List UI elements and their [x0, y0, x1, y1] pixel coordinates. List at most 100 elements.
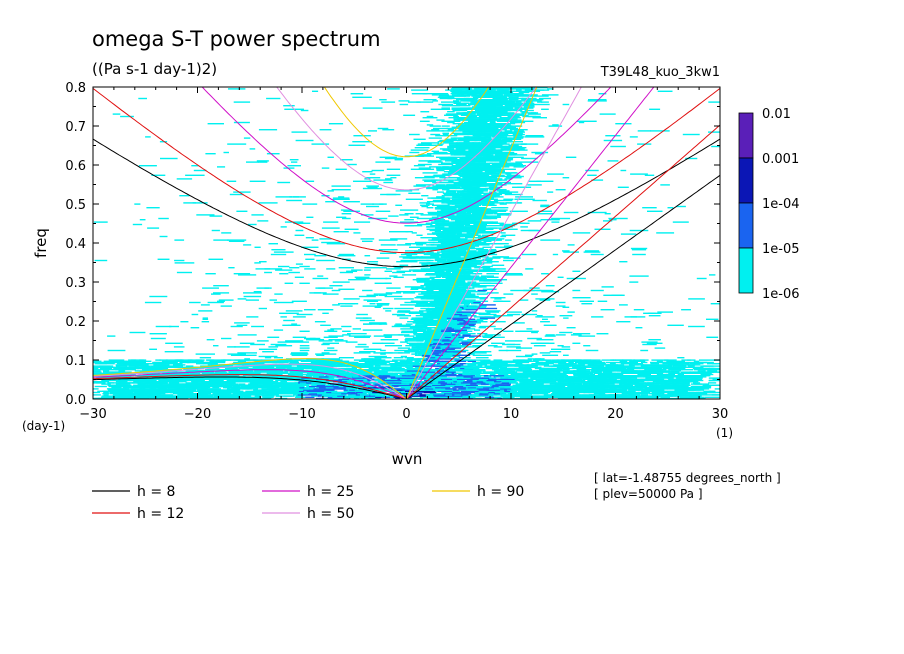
heat-cell [514, 393, 524, 395]
heat-cell [456, 153, 467, 155]
heat-cell [669, 385, 682, 388]
heat-cell [211, 397, 221, 399]
heat-cell [136, 364, 149, 366]
heat-cell [486, 261, 499, 263]
heat-cell [491, 222, 504, 224]
heat-cell [503, 226, 513, 228]
heat-cell [454, 283, 469, 286]
heat-cell [463, 183, 480, 185]
heat-cell [506, 174, 521, 176]
heat-cell [503, 259, 514, 262]
heat-cell [451, 353, 461, 355]
heat-cell [364, 395, 371, 397]
heat-cell [477, 321, 488, 323]
heat-cell [539, 352, 551, 354]
heat-cell [217, 383, 225, 385]
heat-cell [397, 324, 411, 326]
heat-cell [650, 363, 660, 365]
heat-cell [478, 216, 497, 218]
heat-cell [362, 240, 373, 242]
heat-cell [565, 156, 577, 158]
heat-cell [472, 397, 492, 399]
heat-cell [390, 385, 397, 388]
heat-cell [472, 222, 482, 224]
heat-cell [510, 172, 517, 174]
heat-cell [702, 365, 720, 367]
heat-cell [373, 372, 393, 374]
heat-cell [434, 258, 447, 260]
heat-cell [488, 186, 497, 188]
heat-cell [699, 367, 714, 370]
heat-cell [291, 373, 308, 376]
heat-cell [434, 259, 447, 262]
heat-cell [465, 198, 479, 200]
heat-cell [200, 387, 211, 389]
heat-cell [131, 359, 144, 361]
heat-cell [432, 185, 449, 187]
heat-cell [468, 342, 486, 344]
heat-cell [160, 390, 177, 392]
heat-cell [464, 180, 480, 182]
heat-cell [632, 370, 646, 372]
heat-cell [170, 366, 189, 368]
heat-cell [186, 387, 194, 389]
heat-cell [233, 381, 250, 383]
heat-cell [447, 268, 455, 270]
heat-cell [454, 204, 468, 206]
heat-cell [400, 376, 418, 378]
heat-cell [688, 396, 705, 398]
heat-cell [572, 232, 591, 234]
heat-cell [619, 360, 628, 362]
heat-cell [353, 385, 361, 388]
heat-cell [474, 244, 490, 246]
heat-cell [479, 304, 496, 306]
heat-cell [432, 273, 439, 275]
heat-cell [342, 383, 351, 385]
heat-cell [485, 195, 500, 197]
heat-cell [391, 325, 406, 328]
heat-cell [614, 381, 622, 383]
heat-cell [352, 376, 372, 378]
heat-cell [417, 352, 432, 354]
heat-cell [585, 169, 599, 172]
heat-cell [670, 393, 681, 395]
heat-cell [504, 390, 513, 392]
heat-cell [503, 394, 514, 396]
heat-cell [114, 369, 129, 371]
heat-cell [458, 174, 465, 176]
heat-cell [463, 294, 470, 296]
heat-cell [657, 370, 663, 372]
heat-cell [320, 378, 331, 380]
heat-cell [477, 209, 488, 211]
heat-cell [497, 365, 509, 367]
heat-cell [461, 151, 472, 154]
heat-cell [640, 394, 648, 396]
heat-cell [431, 150, 439, 152]
heat-cell [471, 303, 484, 305]
heat-cell [224, 383, 239, 385]
heat-cell [667, 324, 684, 326]
heat-cell [266, 384, 281, 386]
heat-cell [285, 372, 303, 374]
heat-cell [601, 359, 614, 361]
heat-cell [174, 239, 185, 241]
heat-cell [619, 261, 628, 263]
heat-cell [617, 372, 630, 374]
heat-cell [467, 219, 477, 221]
heat-cell [481, 385, 494, 388]
heat-cell [372, 360, 384, 362]
heat-cell [291, 352, 308, 354]
heat-cell [271, 367, 286, 370]
heat-cell [372, 342, 384, 344]
heat-cell [194, 385, 206, 388]
heat-cell [471, 220, 483, 222]
heat-cell [434, 379, 447, 382]
heat-cell [397, 377, 410, 379]
heat-cell [444, 288, 458, 290]
heat-cell [429, 297, 441, 299]
heat-cell [493, 157, 514, 160]
heat-cell [573, 397, 580, 399]
heat-cell [414, 321, 435, 323]
heat-cell [374, 371, 382, 373]
heat-cell [228, 240, 245, 242]
